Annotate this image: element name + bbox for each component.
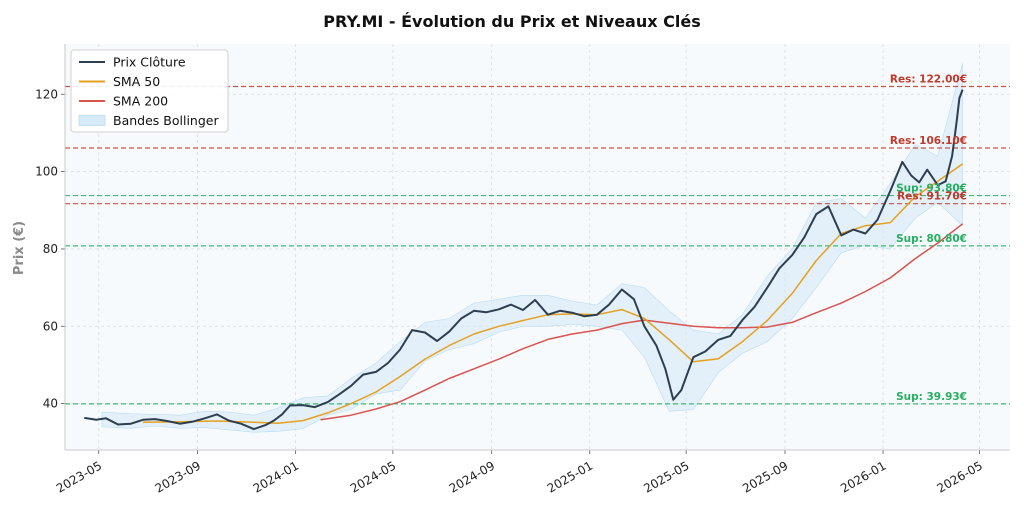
support-level-label: Sup: 93.80€: [896, 183, 967, 195]
support-level-label: Sup: 80.80€: [896, 233, 967, 245]
sma-200-line: [320, 223, 964, 421]
levels-layer: [65, 85, 1010, 405]
resistance-level-label: Res: 122.00€: [890, 74, 967, 86]
y-tick-label: 100: [35, 165, 58, 179]
chart-title: PRY.MI - Évolution du Prix et Niveaux Cl…: [323, 12, 700, 31]
resistance-level-label: Res: 91.70€: [897, 191, 967, 203]
series-layer: [84, 89, 964, 431]
y-tick-label: 80: [43, 242, 58, 256]
support-level-label: Sup: 39.93€: [896, 391, 967, 403]
legend-label: SMA 50: [113, 74, 160, 89]
level-labels-layer: Res: 122.00€ Res: 106.10€ Sup: 93.80€Res: …: [890, 74, 967, 403]
y-tick-label: 60: [43, 319, 58, 333]
legend-label: Prix Clôture: [113, 55, 186, 70]
close-price-line: [84, 89, 964, 431]
y-axis-label: Prix (€): [12, 221, 27, 275]
y-tick-label: 120: [35, 87, 58, 101]
legend-label: SMA 200: [113, 94, 168, 109]
bollinger-layer: [101, 63, 963, 433]
sma-50-line: [142, 163, 964, 425]
legend-label: Bandes Bollinger: [113, 113, 219, 128]
bollinger-band: [101, 63, 963, 433]
resistance-level-label: Res: 106.10€: [890, 135, 967, 147]
legend-box: [70, 49, 229, 133]
legend: Prix Clôture SMA 50 SMA 200 Bandes Bollinge…: [70, 49, 229, 133]
legend-swatch: [78, 115, 106, 126]
y-tick-label: 40: [43, 397, 58, 411]
